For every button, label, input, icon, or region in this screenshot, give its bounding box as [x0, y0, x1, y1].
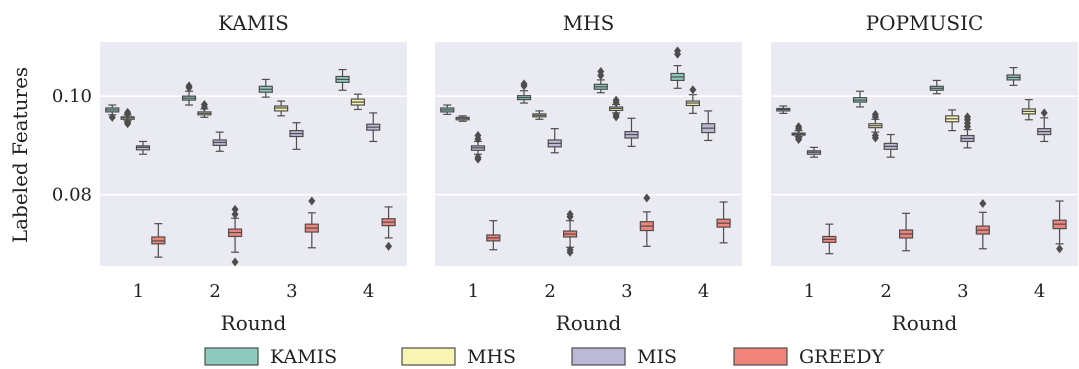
y-tick-label: 0.08 [52, 185, 92, 206]
x-tick-label: 3 [621, 281, 632, 302]
panel-title: MHS [563, 11, 615, 35]
panel-popmusic: POPMUSIC 1 2 3 4 Round [771, 11, 1078, 335]
legend-label: KAMIS [270, 346, 337, 368]
legend-label: MIS [637, 346, 677, 368]
panel-title: POPMUSIC [866, 11, 984, 35]
panel-mhs: MHS 1 2 3 4 Round [435, 11, 742, 335]
legend: KAMIS MHS MIS GREEDY [205, 346, 884, 368]
x-tick-label: 1 [133, 281, 144, 302]
x-tick-label: 1 [468, 281, 479, 302]
x-tick-label: 3 [286, 281, 297, 302]
y-axis-label: Labeled Features [8, 67, 32, 243]
x-tick-label: 2 [544, 281, 555, 302]
legend-item-greedy: GREEDY [734, 346, 884, 368]
x-axis-label: Round [892, 311, 958, 335]
x-tick-label: 3 [957, 281, 968, 302]
legend-swatch [402, 348, 455, 365]
legend-swatch [572, 348, 625, 365]
x-tick-label: 1 [804, 281, 815, 302]
x-tick-label: 4 [363, 281, 374, 302]
legend-swatch [734, 348, 787, 365]
x-tick-label: 4 [1034, 281, 1045, 302]
x-tick-label: 2 [880, 281, 891, 302]
legend-swatch [205, 348, 258, 365]
x-axis-label: Round [221, 311, 287, 335]
panel-title: KAMIS [218, 11, 289, 35]
y-tick-label: 0.10 [52, 86, 92, 107]
legend-item-kamis: KAMIS [205, 346, 337, 368]
legend-label: GREEDY [799, 346, 884, 368]
x-tick-label: 2 [209, 281, 220, 302]
legend-label: MHS [467, 346, 516, 368]
legend-item-mis: MIS [572, 346, 677, 368]
panel-kamis: 0.08 0.10 KAMIS 1 2 3 4 Round [52, 11, 407, 335]
legend-item-mhs: MHS [402, 346, 516, 368]
panels: 0.080.10KAMIS1 2 3 4RoundMHS1 2 3 4RoundPOPMUS… [52, 11, 1078, 335]
x-tick-label: 4 [698, 281, 709, 302]
x-axis-label: Round [556, 311, 622, 335]
